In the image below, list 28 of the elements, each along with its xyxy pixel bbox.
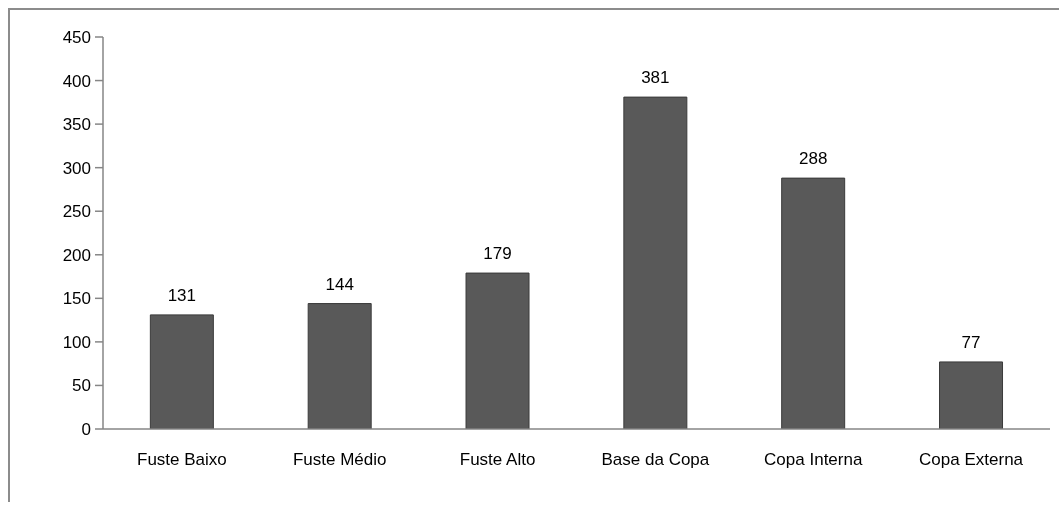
data-label: 77 [961,332,981,352]
data-label: 144 [325,274,354,294]
y-tick-label: 150 [62,289,91,309]
x-tick-label: Fuste Baixo [137,450,227,470]
y-tick-label: 300 [62,158,91,178]
y-tick-label: 450 [62,28,91,48]
x-tick-label: Copa Externa [919,450,1024,470]
x-tick-label: Fuste Médio [292,450,387,470]
bar [307,303,372,429]
data-label: 131 [167,285,197,305]
bar [623,96,688,429]
data-label: 381 [641,68,670,88]
y-tick-label: 50 [72,376,91,396]
y-tick-label: 400 [62,71,91,91]
y-tick-label: 250 [62,202,91,222]
data-label: 179 [483,244,512,264]
data-label: 288 [799,149,828,169]
bar [465,272,530,429]
bar [939,361,1004,429]
x-tick-label: Fuste Alto [459,450,536,470]
bar [781,177,846,429]
y-tick-label: 0 [81,420,91,440]
x-tick-label: Copa Interna [764,450,863,470]
y-tick-label: 350 [62,115,91,135]
y-tick-label: 200 [62,245,91,265]
y-tick-label: 100 [62,332,91,352]
x-tick-label: Base da Copa [601,450,710,470]
bar [149,314,214,429]
